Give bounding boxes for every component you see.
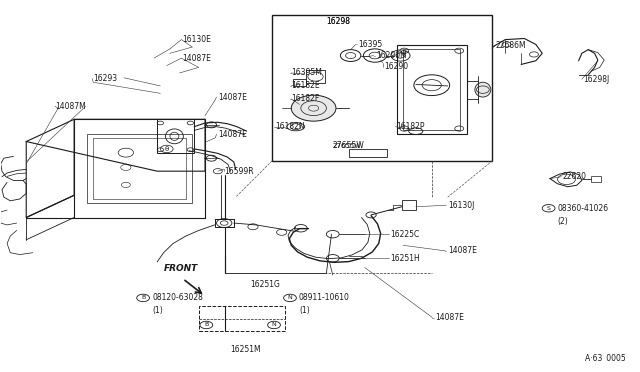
Text: (1): (1) bbox=[152, 307, 163, 315]
Ellipse shape bbox=[475, 82, 491, 97]
Text: 16130J: 16130J bbox=[448, 201, 474, 210]
Text: (1): (1) bbox=[299, 307, 310, 315]
Text: 14087E: 14087E bbox=[435, 313, 464, 322]
Text: S: S bbox=[547, 206, 550, 211]
Text: (2): (2) bbox=[557, 217, 568, 226]
Bar bbox=[306, 70, 325, 83]
Text: 16182F: 16182F bbox=[291, 94, 319, 103]
Text: 16395: 16395 bbox=[358, 40, 383, 49]
Text: 16182P: 16182P bbox=[397, 122, 425, 131]
Bar bbox=[349, 149, 387, 157]
Text: N: N bbox=[271, 323, 276, 327]
Bar bbox=[272, 15, 492, 161]
Text: 16130E: 16130E bbox=[182, 35, 212, 44]
Text: 16225C: 16225C bbox=[390, 230, 419, 239]
Bar bbox=[591, 176, 601, 182]
Text: 14087E: 14087E bbox=[218, 129, 246, 139]
Text: θ: θ bbox=[164, 146, 169, 152]
Text: 14087E: 14087E bbox=[182, 54, 212, 62]
Bar bbox=[293, 78, 306, 86]
Text: 27655W: 27655W bbox=[333, 141, 365, 151]
Text: 16293: 16293 bbox=[93, 74, 117, 83]
Text: N: N bbox=[287, 295, 292, 301]
Text: B: B bbox=[204, 323, 209, 327]
Bar bbox=[403, 49, 461, 131]
Text: 16290: 16290 bbox=[384, 62, 408, 71]
Text: 14087M: 14087M bbox=[55, 102, 86, 111]
Text: 16298: 16298 bbox=[326, 17, 350, 26]
Bar bbox=[198, 306, 285, 331]
Bar bbox=[397, 45, 467, 134]
Text: 16599R: 16599R bbox=[224, 167, 254, 176]
Text: 16182E: 16182E bbox=[291, 81, 320, 90]
Text: 08360-41026: 08360-41026 bbox=[557, 204, 609, 213]
Bar bbox=[402, 200, 416, 211]
Text: 14087E: 14087E bbox=[448, 246, 477, 255]
Text: 16251M: 16251M bbox=[230, 344, 261, 353]
Text: B: B bbox=[141, 295, 145, 301]
Bar bbox=[93, 138, 186, 199]
Circle shape bbox=[291, 95, 336, 121]
Text: 16298J: 16298J bbox=[583, 75, 609, 84]
Text: 22620: 22620 bbox=[563, 172, 587, 181]
Text: 16298: 16298 bbox=[326, 17, 350, 26]
Text: 16182N: 16182N bbox=[275, 122, 305, 131]
Text: 16290M: 16290M bbox=[376, 51, 407, 60]
Text: 14087E: 14087E bbox=[218, 93, 246, 102]
Text: 08911-10610: 08911-10610 bbox=[299, 294, 350, 302]
Text: 27655W: 27655W bbox=[333, 143, 362, 149]
Text: FRONT: FRONT bbox=[164, 264, 198, 273]
Text: A·63 0005: A·63 0005 bbox=[584, 354, 625, 363]
Text: 16251G: 16251G bbox=[250, 280, 280, 289]
Text: 16251H: 16251H bbox=[390, 254, 420, 263]
Bar bbox=[157, 119, 194, 153]
Text: 08120-63028: 08120-63028 bbox=[152, 294, 203, 302]
Text: 16395M: 16395M bbox=[291, 68, 322, 77]
Bar bbox=[87, 134, 192, 203]
Text: 22686M: 22686M bbox=[495, 41, 526, 50]
